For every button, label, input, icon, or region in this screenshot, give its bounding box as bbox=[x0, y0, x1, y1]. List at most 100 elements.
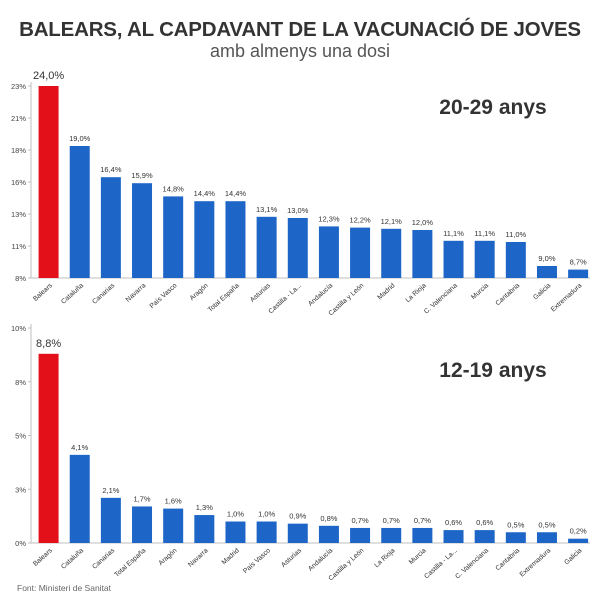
value-label: 0,8% bbox=[320, 514, 337, 523]
bar bbox=[100, 497, 121, 543]
bar bbox=[194, 201, 215, 278]
category-label: La Rioja bbox=[404, 282, 427, 304]
bar bbox=[350, 527, 371, 543]
bar bbox=[412, 230, 433, 278]
bar bbox=[350, 227, 371, 278]
value-label: 0,5% bbox=[507, 520, 524, 529]
value-label: 0,7% bbox=[352, 516, 369, 525]
bar bbox=[225, 521, 246, 543]
bar bbox=[536, 532, 557, 543]
value-label: 14,4% bbox=[225, 189, 247, 198]
value-label: 12,3% bbox=[318, 214, 340, 223]
category-label: Extremadura bbox=[519, 547, 553, 578]
value-label: 11,0% bbox=[505, 230, 526, 239]
value-label: 13,1% bbox=[256, 205, 278, 214]
bar bbox=[412, 527, 433, 543]
y-tick-label: 13% bbox=[11, 210, 26, 219]
bar bbox=[132, 506, 153, 543]
category-label: País Vasco bbox=[242, 547, 272, 575]
value-label: 12,2% bbox=[349, 216, 371, 225]
value-label: 8,7% bbox=[570, 258, 587, 267]
panel-title: 20-29 anys bbox=[439, 96, 546, 119]
category-label: Cataluña bbox=[60, 282, 85, 306]
category-label: Cataluña bbox=[60, 547, 85, 571]
page-title: BALEARS, AL CAPDAVANT DE LA VACUNACIÓ DE… bbox=[19, 18, 581, 41]
category-label: Canarias bbox=[91, 547, 116, 571]
category-label: La Rioja bbox=[373, 547, 396, 569]
category-label: Castilla - La... bbox=[268, 282, 304, 315]
value-label: 24,0% bbox=[33, 70, 64, 82]
bar bbox=[225, 201, 246, 278]
panel-title: 12-19 anys bbox=[439, 359, 546, 382]
value-label: 1,7% bbox=[133, 494, 150, 503]
bar bbox=[163, 508, 184, 543]
bar bbox=[443, 530, 464, 543]
category-label: Galicia bbox=[563, 547, 583, 566]
category-label: Murcia bbox=[470, 282, 490, 301]
value-label: 11,1% bbox=[443, 229, 464, 238]
category-label: Aragón bbox=[158, 547, 179, 567]
value-label: 4,1% bbox=[71, 443, 88, 452]
bar bbox=[474, 530, 495, 543]
category-label: Andalucía bbox=[307, 282, 334, 308]
category-label: C. Valenciana bbox=[454, 547, 490, 580]
category-label: Murcia bbox=[408, 547, 428, 566]
category-label: Navarra bbox=[187, 547, 210, 569]
bar bbox=[287, 523, 308, 543]
y-tick-label: 5% bbox=[15, 432, 26, 441]
value-label: 1,0% bbox=[258, 510, 275, 519]
y-tick-label: 0% bbox=[15, 539, 26, 548]
category-label: Andalucía bbox=[307, 547, 334, 573]
y-tick-label: 18% bbox=[11, 146, 26, 155]
bar bbox=[194, 515, 215, 543]
y-tick-label: 11% bbox=[12, 242, 27, 251]
value-label: 0,7% bbox=[414, 516, 431, 525]
category-label: Total España bbox=[113, 547, 147, 579]
value-label: 1,3% bbox=[196, 503, 213, 512]
category-label: Galicia bbox=[532, 282, 552, 301]
bar bbox=[256, 216, 277, 278]
value-label: 19,0% bbox=[69, 134, 91, 143]
y-tick-label: 8% bbox=[15, 378, 26, 387]
value-label: 14,4% bbox=[194, 189, 216, 198]
bar bbox=[163, 196, 184, 278]
bar bbox=[132, 183, 153, 278]
bar bbox=[69, 454, 90, 543]
bar bbox=[318, 525, 339, 543]
bar bbox=[443, 240, 464, 278]
bar bbox=[38, 353, 59, 543]
value-label: 0,7% bbox=[383, 516, 400, 525]
value-label: 12,1% bbox=[381, 217, 403, 226]
category-label: Asturias bbox=[249, 282, 272, 304]
category-label: Madrid bbox=[376, 282, 396, 301]
y-tick-label: 23% bbox=[11, 82, 26, 91]
value-label: 11,1% bbox=[474, 229, 495, 238]
value-label: 0,6% bbox=[476, 518, 493, 527]
y-tick-label: 8% bbox=[15, 274, 26, 283]
y-tick-label: 10% bbox=[11, 324, 26, 333]
category-label: Canarias bbox=[91, 282, 116, 306]
category-label: Asturias bbox=[280, 547, 303, 569]
bar bbox=[381, 527, 402, 543]
source-note: Font: Ministeri de Sanitat bbox=[17, 583, 112, 593]
category-label: Navarra bbox=[125, 282, 148, 304]
bar bbox=[505, 242, 526, 278]
bar bbox=[568, 538, 589, 543]
category-label: Aragón bbox=[189, 282, 210, 302]
value-label: 1,0% bbox=[227, 510, 244, 519]
value-label: 0,2% bbox=[570, 527, 587, 536]
value-label: 2,1% bbox=[102, 486, 119, 495]
category-label: Total España bbox=[207, 282, 241, 314]
value-label: 14,8% bbox=[163, 184, 185, 193]
y-tick-label: 16% bbox=[11, 178, 26, 187]
bar bbox=[69, 146, 90, 278]
bar bbox=[568, 269, 589, 278]
value-label: 0,5% bbox=[538, 520, 555, 529]
value-label: 9,0% bbox=[538, 254, 555, 263]
category-label: Madrid bbox=[221, 547, 241, 566]
category-label: Extremadura bbox=[550, 282, 584, 313]
category-label: Balears bbox=[32, 547, 54, 568]
category-label: Balears bbox=[32, 282, 54, 303]
bar bbox=[536, 266, 557, 278]
